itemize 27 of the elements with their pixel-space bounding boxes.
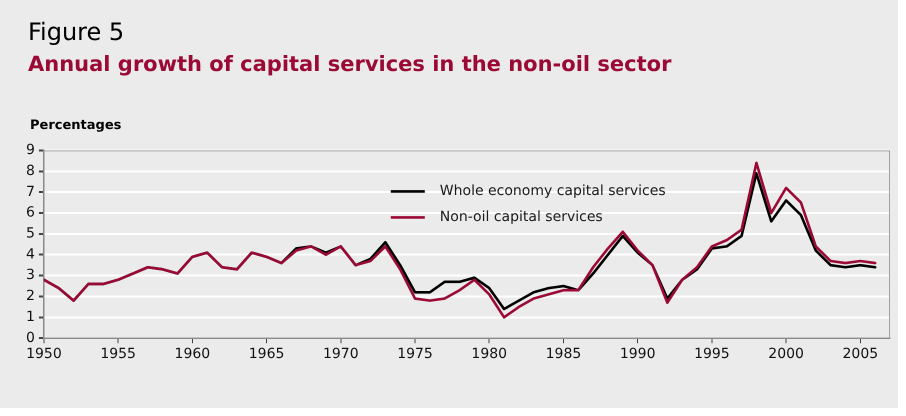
x-tick-label: 1990 bbox=[620, 346, 656, 362]
x-tick-label: 1965 bbox=[248, 346, 284, 362]
x-tick-label: 2005 bbox=[842, 346, 878, 362]
y-axis-title: Percentages bbox=[30, 118, 122, 133]
y-tick-label: 4 bbox=[26, 246, 35, 262]
y-tick-label: 0 bbox=[26, 330, 35, 346]
y-tick-label: 3 bbox=[26, 267, 35, 284]
x-tick-label: 1970 bbox=[322, 346, 359, 362]
x-tick-label: 1960 bbox=[174, 346, 210, 362]
x-tick-label: 1995 bbox=[694, 346, 730, 362]
x-tick-label: 1985 bbox=[546, 346, 582, 362]
y-tick-label: 5 bbox=[26, 226, 35, 242]
x-tick-label: 1980 bbox=[471, 346, 508, 362]
y-tick-label: 9 bbox=[26, 142, 35, 158]
chart-title: Figure 5 bbox=[28, 18, 124, 46]
y-tick-label: 8 bbox=[26, 162, 35, 179]
y-tick-label: 6 bbox=[26, 204, 35, 221]
legend-label: Non-oil capital services bbox=[440, 209, 603, 226]
x-tick-label: 1950 bbox=[26, 346, 62, 362]
y-tick-label: 2 bbox=[26, 288, 35, 304]
y-tick-label: 1 bbox=[26, 308, 35, 325]
chart-subtitle: Annual growth of capital services in the non-oil sector bbox=[28, 52, 672, 76]
x-tick-label: 1975 bbox=[397, 346, 433, 362]
x-tick-label: 1955 bbox=[100, 346, 136, 362]
legend-label: Whole economy capital services bbox=[440, 183, 666, 200]
x-tick-label: 2000 bbox=[768, 346, 804, 362]
y-tick-label: 7 bbox=[26, 184, 35, 200]
